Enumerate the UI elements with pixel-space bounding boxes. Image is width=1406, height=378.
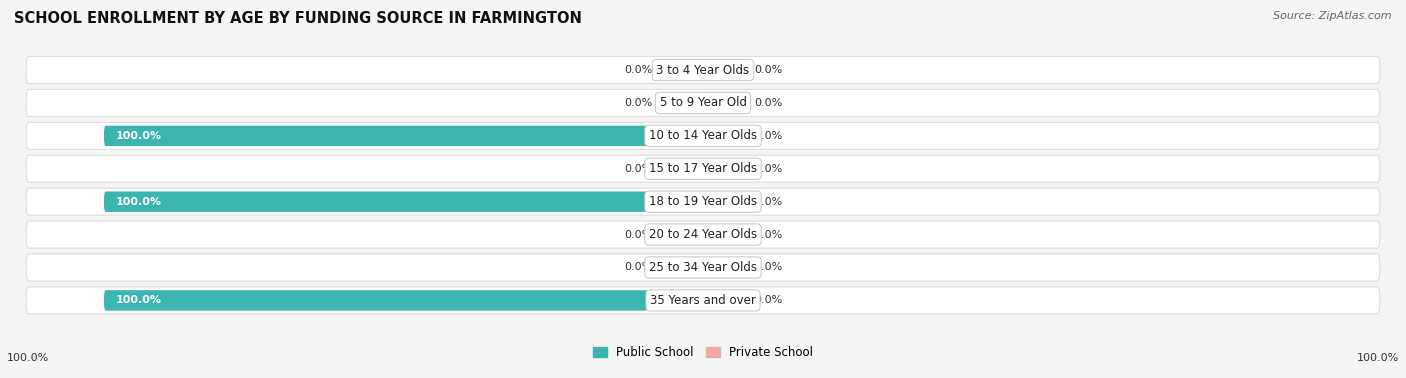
- Text: Source: ZipAtlas.com: Source: ZipAtlas.com: [1274, 11, 1392, 21]
- Text: 100.0%: 100.0%: [7, 353, 49, 363]
- Text: 0.0%: 0.0%: [624, 65, 652, 75]
- FancyBboxPatch shape: [27, 155, 1379, 182]
- FancyBboxPatch shape: [703, 290, 745, 311]
- Text: 3 to 4 Year Olds: 3 to 4 Year Olds: [657, 64, 749, 76]
- FancyBboxPatch shape: [661, 60, 703, 80]
- Text: 0.0%: 0.0%: [624, 229, 652, 240]
- Text: 0.0%: 0.0%: [624, 262, 652, 273]
- FancyBboxPatch shape: [27, 254, 1379, 281]
- FancyBboxPatch shape: [104, 125, 703, 146]
- Text: 100.0%: 100.0%: [115, 131, 162, 141]
- Text: 0.0%: 0.0%: [754, 65, 782, 75]
- Text: 0.0%: 0.0%: [754, 229, 782, 240]
- FancyBboxPatch shape: [661, 158, 703, 179]
- Text: 100.0%: 100.0%: [1357, 353, 1399, 363]
- FancyBboxPatch shape: [703, 60, 745, 80]
- Text: 25 to 34 Year Olds: 25 to 34 Year Olds: [650, 261, 756, 274]
- Text: 0.0%: 0.0%: [624, 164, 652, 174]
- Text: 0.0%: 0.0%: [754, 262, 782, 273]
- FancyBboxPatch shape: [27, 122, 1379, 149]
- FancyBboxPatch shape: [104, 192, 703, 212]
- Text: 15 to 17 Year Olds: 15 to 17 Year Olds: [650, 162, 756, 175]
- Text: 0.0%: 0.0%: [754, 164, 782, 174]
- Text: 100.0%: 100.0%: [115, 197, 162, 207]
- FancyBboxPatch shape: [703, 93, 745, 113]
- FancyBboxPatch shape: [661, 225, 703, 245]
- FancyBboxPatch shape: [703, 192, 745, 212]
- Text: 100.0%: 100.0%: [115, 295, 162, 305]
- Legend: Public School, Private School: Public School, Private School: [588, 341, 818, 364]
- FancyBboxPatch shape: [703, 225, 745, 245]
- Text: 0.0%: 0.0%: [754, 197, 782, 207]
- FancyBboxPatch shape: [27, 221, 1379, 248]
- Text: 0.0%: 0.0%: [754, 295, 782, 305]
- Text: 10 to 14 Year Olds: 10 to 14 Year Olds: [650, 129, 756, 143]
- Text: 20 to 24 Year Olds: 20 to 24 Year Olds: [650, 228, 756, 241]
- FancyBboxPatch shape: [27, 287, 1379, 314]
- FancyBboxPatch shape: [661, 257, 703, 278]
- FancyBboxPatch shape: [703, 125, 745, 146]
- Text: 0.0%: 0.0%: [754, 131, 782, 141]
- Text: 18 to 19 Year Olds: 18 to 19 Year Olds: [650, 195, 756, 208]
- FancyBboxPatch shape: [703, 257, 745, 278]
- Text: 0.0%: 0.0%: [754, 98, 782, 108]
- FancyBboxPatch shape: [27, 188, 1379, 215]
- FancyBboxPatch shape: [661, 93, 703, 113]
- Text: 5 to 9 Year Old: 5 to 9 Year Old: [659, 96, 747, 110]
- FancyBboxPatch shape: [27, 57, 1379, 84]
- Text: 35 Years and over: 35 Years and over: [650, 294, 756, 307]
- FancyBboxPatch shape: [703, 158, 745, 179]
- Text: SCHOOL ENROLLMENT BY AGE BY FUNDING SOURCE IN FARMINGTON: SCHOOL ENROLLMENT BY AGE BY FUNDING SOUR…: [14, 11, 582, 26]
- FancyBboxPatch shape: [104, 290, 703, 311]
- Text: 0.0%: 0.0%: [624, 98, 652, 108]
- FancyBboxPatch shape: [27, 90, 1379, 116]
